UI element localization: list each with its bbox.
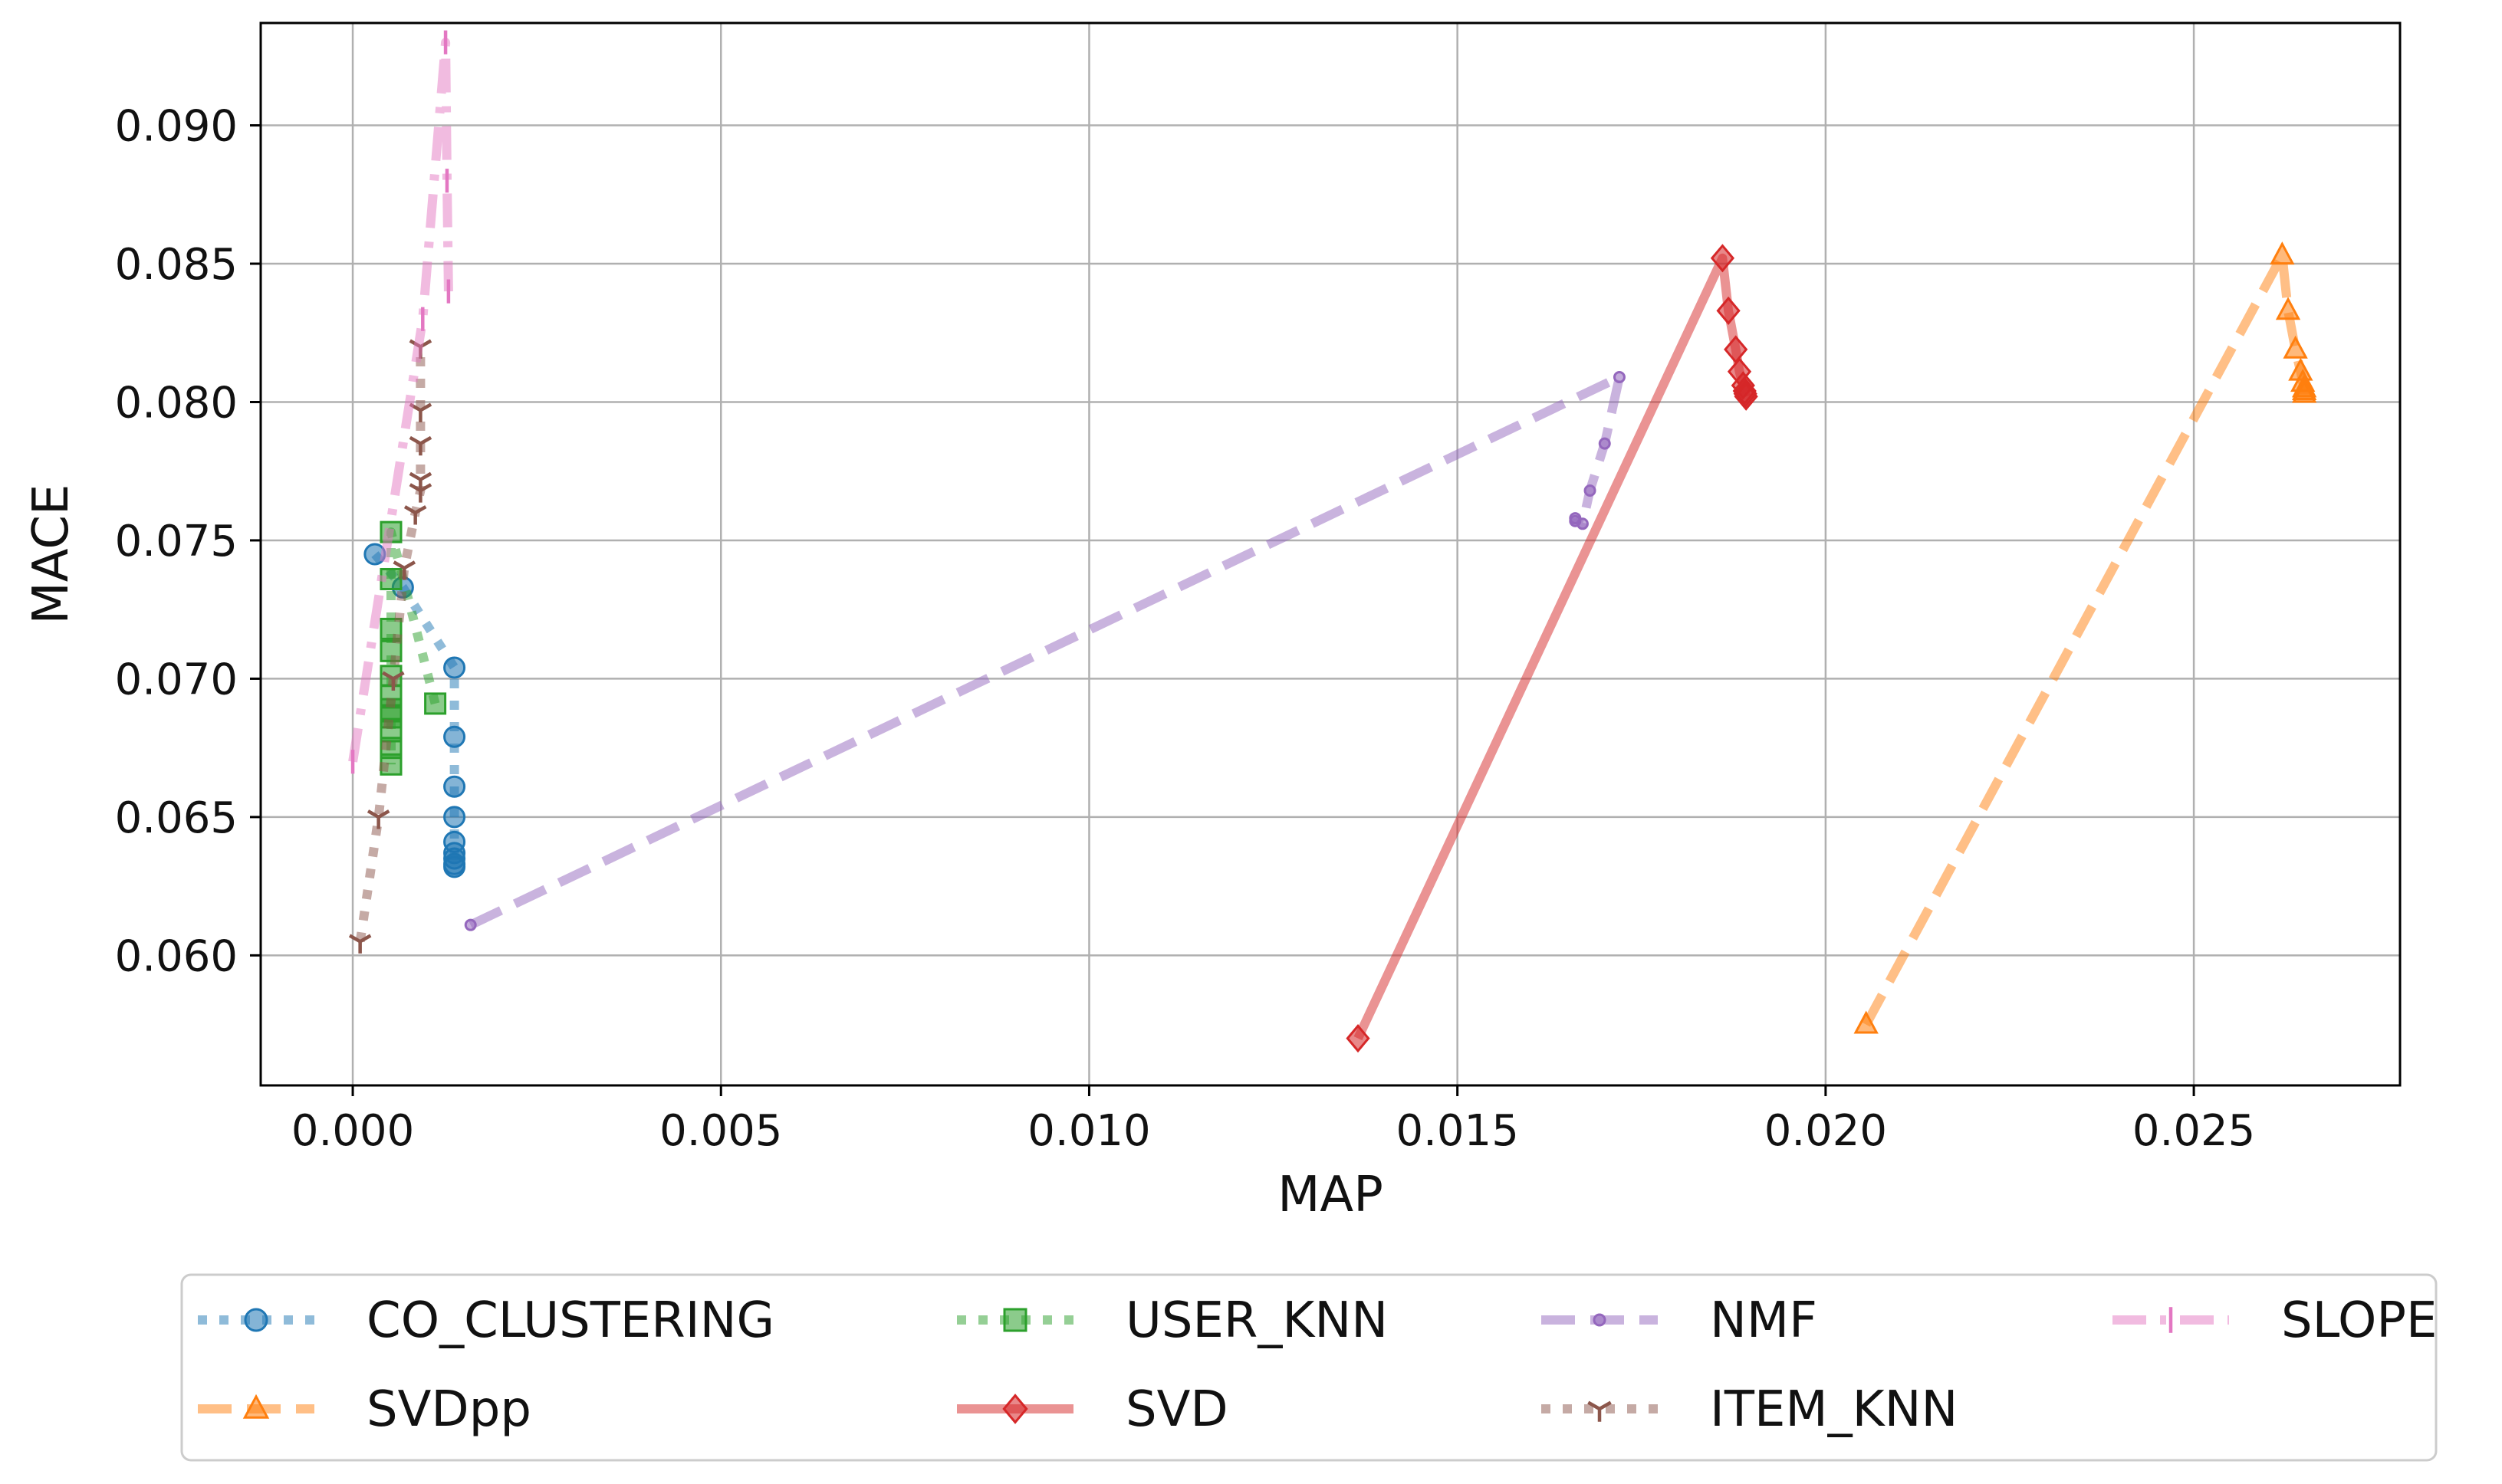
data-point bbox=[443, 775, 466, 798]
data-point bbox=[443, 656, 466, 679]
y-tick-label: 0.065 bbox=[115, 793, 238, 843]
data-point bbox=[382, 671, 405, 691]
plot-series bbox=[348, 30, 2317, 1053]
legend-marker bbox=[1003, 1308, 1027, 1332]
data-point bbox=[443, 725, 466, 748]
series-svdpp bbox=[1853, 241, 2317, 1034]
y-tick-label: 0.060 bbox=[115, 931, 238, 981]
data-point bbox=[409, 483, 432, 503]
legend-marker bbox=[1002, 1394, 1028, 1424]
data-point bbox=[424, 692, 447, 715]
data-point bbox=[1346, 1024, 1370, 1053]
grid bbox=[261, 23, 2400, 1085]
y-axis-ticks: 0.060 0.065 0.070 0.075 0.080 0.085 0.090 bbox=[115, 102, 261, 981]
legend-item: ITEM_KNN bbox=[1541, 1381, 1958, 1438]
data-point bbox=[1734, 382, 1758, 411]
legend-item: SVD bbox=[957, 1381, 1228, 1438]
series-slope bbox=[348, 30, 453, 774]
data-point bbox=[2291, 379, 2317, 403]
x-tick-label: 0.000 bbox=[291, 1106, 414, 1156]
legend-item: SLOPE bbox=[2112, 1292, 2437, 1349]
y-axis-label: MACE bbox=[23, 484, 80, 625]
data-point bbox=[1853, 1010, 1879, 1034]
data-point bbox=[403, 505, 427, 525]
data-point bbox=[409, 471, 432, 492]
y-tick-label: 0.075 bbox=[115, 517, 238, 566]
x-tick-label: 0.005 bbox=[659, 1106, 782, 1156]
data-point bbox=[1716, 296, 1741, 325]
legend-label: NMF bbox=[1710, 1292, 1817, 1349]
legend-label: ITEM_KNN bbox=[1710, 1381, 1958, 1438]
x-tick-label: 0.015 bbox=[1396, 1106, 1519, 1156]
x-tick-label: 0.020 bbox=[1764, 1106, 1887, 1156]
plot-frame bbox=[259, 21, 2402, 1087]
legend-label: SLOPE bbox=[2281, 1292, 2437, 1349]
data-point bbox=[1613, 371, 1626, 383]
data-point bbox=[2270, 241, 2295, 265]
data-point bbox=[464, 918, 477, 931]
data-point bbox=[1583, 484, 1596, 497]
legend-label: USER_KNN bbox=[1126, 1292, 1388, 1349]
legend-marker bbox=[1587, 1400, 1612, 1422]
series-svd bbox=[1346, 244, 1758, 1053]
data-point bbox=[348, 934, 372, 954]
legend-marker bbox=[1593, 1313, 1606, 1327]
x-axis-ticks: 0.000 0.005 0.010 0.015 0.020 0.025 bbox=[291, 1085, 2255, 1156]
y-tick-label: 0.070 bbox=[115, 655, 238, 704]
legend-label: SVDpp bbox=[367, 1381, 531, 1438]
legend-item: NMF bbox=[1541, 1292, 1817, 1349]
x-axis-label: MAP bbox=[1277, 1167, 1383, 1223]
legend-item: CO_CLUSTERING bbox=[198, 1292, 774, 1349]
legend-label: SVD bbox=[1126, 1381, 1228, 1438]
data-point bbox=[443, 855, 466, 878]
series-nmf bbox=[464, 371, 1626, 931]
y-tick-label: 0.085 bbox=[115, 240, 238, 290]
legend-item: USER_KNN bbox=[957, 1292, 1388, 1349]
data-point bbox=[2283, 335, 2308, 359]
y-tick-label: 0.080 bbox=[115, 378, 238, 428]
data-point bbox=[367, 809, 390, 829]
series-line bbox=[355, 346, 426, 943]
data-point bbox=[443, 806, 466, 829]
x-tick-label: 0.025 bbox=[2132, 1106, 2255, 1156]
legend-marker bbox=[244, 1308, 268, 1332]
legend-frame bbox=[180, 1273, 2438, 1462]
legend-label: CO_CLUSTERING bbox=[367, 1292, 774, 1349]
legend-item: SVDpp bbox=[198, 1381, 531, 1438]
data-point bbox=[409, 435, 432, 456]
data-point bbox=[1598, 437, 1611, 450]
y-tick-label: 0.090 bbox=[115, 102, 238, 152]
legend: CO_CLUSTERING SVDpp USER_KNN SVD NMF ITEM_KNN… bbox=[180, 1273, 2438, 1462]
data-point bbox=[1569, 512, 1582, 525]
data-point bbox=[393, 560, 416, 580]
data-point bbox=[1710, 244, 1735, 273]
legend-marker bbox=[242, 1394, 270, 1419]
x-tick-label: 0.010 bbox=[1027, 1106, 1150, 1156]
data-point bbox=[2275, 297, 2301, 320]
